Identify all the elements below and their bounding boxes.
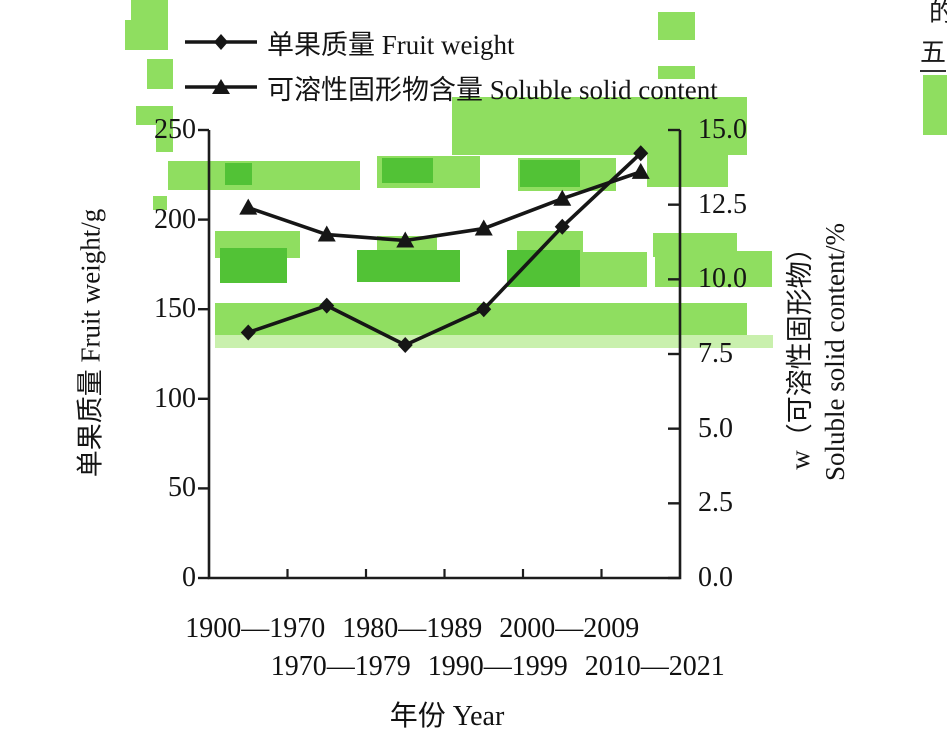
highlight-rect: [225, 163, 252, 185]
clipped-text-fragment: 五: [920, 32, 947, 72]
triangle-marker: [396, 231, 415, 248]
highlight-rect: [520, 160, 580, 187]
fruit-weight-line-diamond-icon: [185, 34, 257, 50]
triangle-marker: [631, 162, 650, 179]
triangle-marker: [553, 189, 572, 206]
right-axis-title-line2: Soluble solid content/%: [820, 223, 850, 481]
highlight-rect: [658, 12, 695, 40]
highlight-rect: [147, 59, 173, 89]
diamond-marker: [240, 324, 256, 341]
triangle-marker: [317, 225, 336, 242]
legend-label-fruit-weight: 单果质量 Fruit weight: [267, 29, 515, 60]
highlight-rect: [452, 97, 747, 155]
highlight-rect: [125, 20, 168, 50]
axes-frame: [207, 130, 682, 580]
highlight-rect: [923, 75, 947, 135]
highlight-rect: [153, 196, 167, 210]
x-axis-title: 年份 Year: [389, 701, 505, 732]
highlight-rect: [215, 335, 773, 348]
highlight-rect: [382, 158, 433, 183]
soluble-solid-line-triangle-icon: [185, 79, 257, 94]
highlight-rect: [647, 155, 728, 187]
highlight-rect: [658, 66, 695, 79]
right-axis-title: w（可溶性固形物） Soluble solid content/%: [783, 223, 853, 481]
highlight-rect: [131, 0, 168, 22]
highlight-rect: [357, 250, 460, 282]
diamond-marker: [397, 337, 413, 354]
triangle-marker: [239, 198, 258, 215]
highlight-rect: [655, 251, 772, 287]
diamond-marker: [476, 301, 492, 318]
highlight-rect: [156, 125, 173, 152]
diamond-marker: [319, 297, 335, 314]
legend: 单果质量 Fruit weight 可溶性固形物含量 Soluble solid…: [183, 28, 718, 118]
highlight-rect: [220, 248, 287, 283]
highlight-rect: [136, 106, 173, 125]
legend-item-soluble-solid: 可溶性固形物含量 Soluble solid content: [183, 73, 718, 105]
diamond-marker: [633, 145, 649, 162]
clipped-text-fragment: 的: [929, 0, 947, 27]
triangle-marker: [474, 219, 493, 236]
highlight-rect: [507, 250, 580, 287]
legend-label-soluble-solid: 可溶性固形物含量 Soluble solid content: [267, 74, 718, 105]
series-line-diamond: [247, 151, 642, 347]
series-line-triangle: [247, 170, 642, 243]
right-axis-title-line1: w（可溶性固形物）: [785, 234, 815, 470]
legend-item-fruit-weight: 单果质量 Fruit weight: [183, 28, 718, 60]
highlight-rect: [168, 161, 360, 190]
left-axis-title: 单果质量 Fruit weight/g: [75, 208, 106, 478]
diamond-marker: [554, 218, 570, 235]
